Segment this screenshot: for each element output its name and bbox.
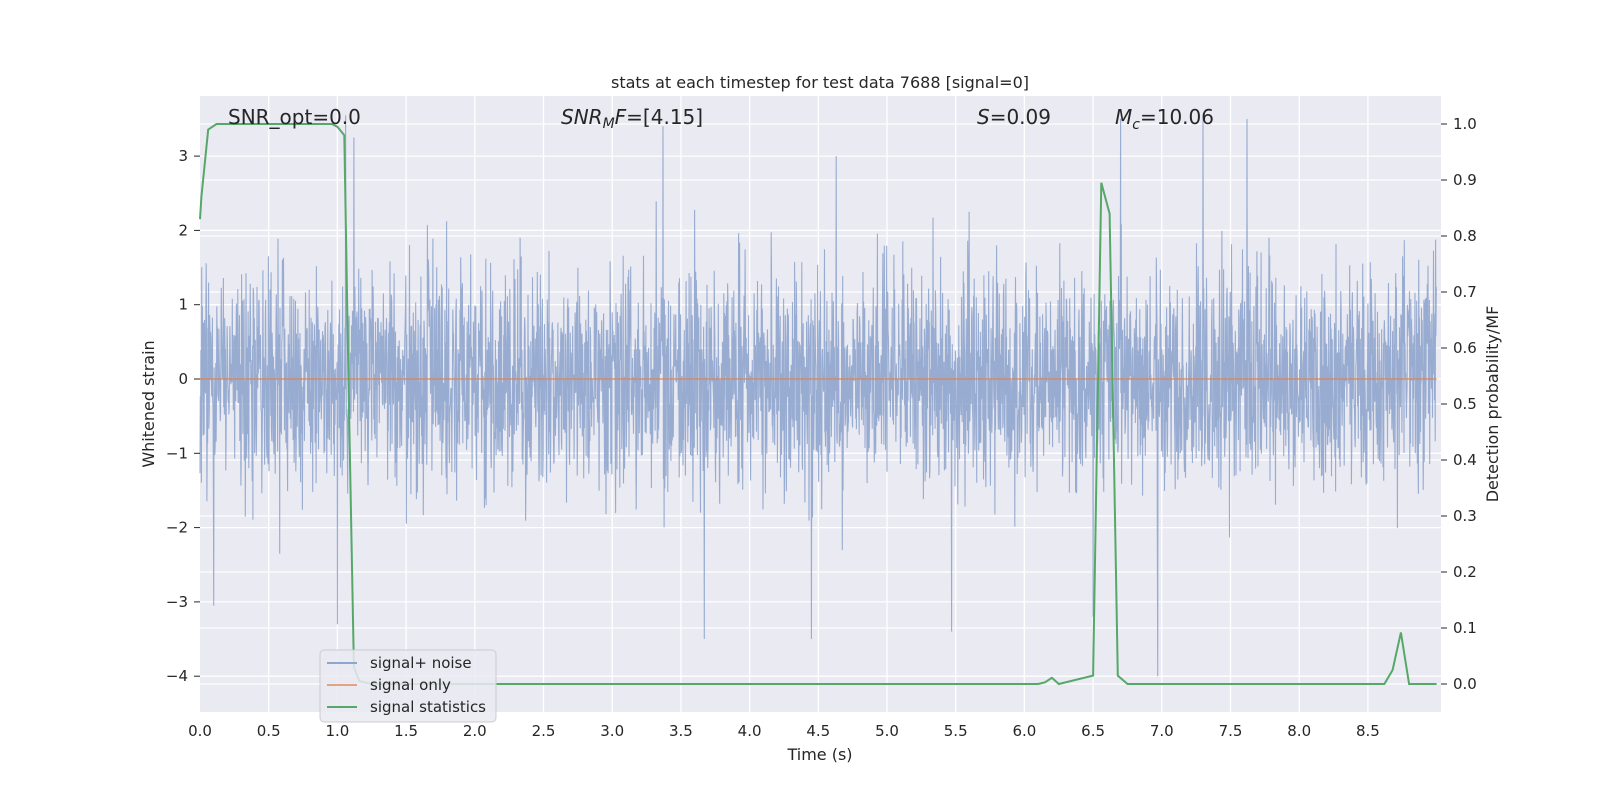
y-tick-label-left: −3 [166, 593, 188, 611]
y-tick-label-left: −1 [166, 444, 188, 462]
y-tick-label-right: 0.0 [1453, 675, 1477, 693]
y-tick-label-right: 1.0 [1453, 115, 1477, 133]
x-tick-label: 2.0 [463, 722, 487, 740]
y-tick-label-right: 0.7 [1453, 283, 1477, 301]
x-tick-label: 1.0 [325, 722, 349, 740]
annotation-snr-opt: SNR_opt=0.0 [228, 105, 361, 129]
annotation-s-stat: S=0.09 [977, 105, 1051, 129]
x-tick-label: 6.0 [1012, 722, 1036, 740]
annotation-mc: Mc=10.06 [1115, 105, 1214, 133]
y-tick-label-right: 0.9 [1453, 171, 1477, 189]
x-tick-label: 8.0 [1287, 722, 1311, 740]
chart-title: stats at each timestep for test data 768… [611, 73, 1029, 92]
y-tick-labels-left: 3 2 1 0 −1 −2 −3 −4 [166, 147, 200, 685]
signal-statistics-line [199, 123, 1437, 686]
x-tick-label: 7.5 [1219, 722, 1243, 740]
y-axis-label-left: Whitened strain [139, 340, 158, 467]
legend-label-signal-noise: signal+ noise [370, 654, 472, 672]
x-tick-label: 4.5 [806, 722, 830, 740]
y-tick-label-right: 0.5 [1453, 395, 1477, 413]
signal-noise-trace [199, 115, 1437, 677]
x-tick-label: 5.0 [875, 722, 899, 740]
y-tick-label-right: 0.4 [1453, 451, 1477, 469]
x-axis-label: Time (s) [786, 745, 852, 764]
x-tick-labels: 0.0 0.5 1.0 1.5 2.0 2.5 3.0 3.5 4.0 4.5 5.0 5.5 6.0 6… [188, 722, 1380, 740]
x-tick-label: 8.5 [1356, 722, 1380, 740]
annotation-mc-value: =10.06 [1140, 105, 1214, 129]
y-tick-label-left: 1 [178, 296, 188, 314]
x-tick-label: 0.0 [188, 722, 212, 740]
x-tick-label: 2.5 [532, 722, 556, 740]
y-tick-label-left: −4 [166, 667, 188, 685]
legend-label-signal-only: signal only [370, 676, 451, 694]
y-tick-label-left: 0 [178, 370, 188, 388]
y-tick-label-right: 0.8 [1453, 227, 1477, 245]
legend-label-signal-statistics: signal statistics [370, 698, 486, 716]
x-tick-label: 7.0 [1150, 722, 1174, 740]
annotation-s-stat-value: =0.09 [990, 105, 1051, 129]
y-tick-labels-right: 1.0 0.9 0.8 0.7 0.6 0.5 0.4 0.3 0.2 0.1 0.0 [1441, 115, 1477, 693]
x-tick-label: 4.0 [738, 722, 762, 740]
y-tick-label-right: 0.1 [1453, 619, 1477, 637]
legend-box [319, 649, 497, 723]
x-tick-label: 3.5 [669, 722, 693, 740]
annotation-snr-mf-value: =[4.15] [626, 105, 703, 129]
x-tick-label: 0.5 [257, 722, 281, 740]
signal-noise-series [199, 115, 1437, 677]
legend: signal+ noise signal only signal statist… [319, 649, 497, 723]
y-tick-label-right: 0.2 [1453, 563, 1477, 581]
y-tick-label-left: 3 [178, 147, 188, 165]
x-tick-label: 3.0 [600, 722, 624, 740]
x-tick-label: 5.5 [944, 722, 968, 740]
x-tick-label: 6.5 [1081, 722, 1105, 740]
y-axis-label-right: Detection probability/MF [1483, 306, 1502, 503]
y-tick-label-right: 0.3 [1453, 507, 1477, 525]
annotation-snr-mf: SNRMF=[4.15] [561, 105, 703, 132]
x-tick-label: 1.5 [394, 722, 418, 740]
y-tick-label-right: 0.6 [1453, 339, 1477, 357]
y-tick-label-left: 2 [178, 221, 188, 239]
y-tick-label-left: −2 [166, 519, 188, 537]
